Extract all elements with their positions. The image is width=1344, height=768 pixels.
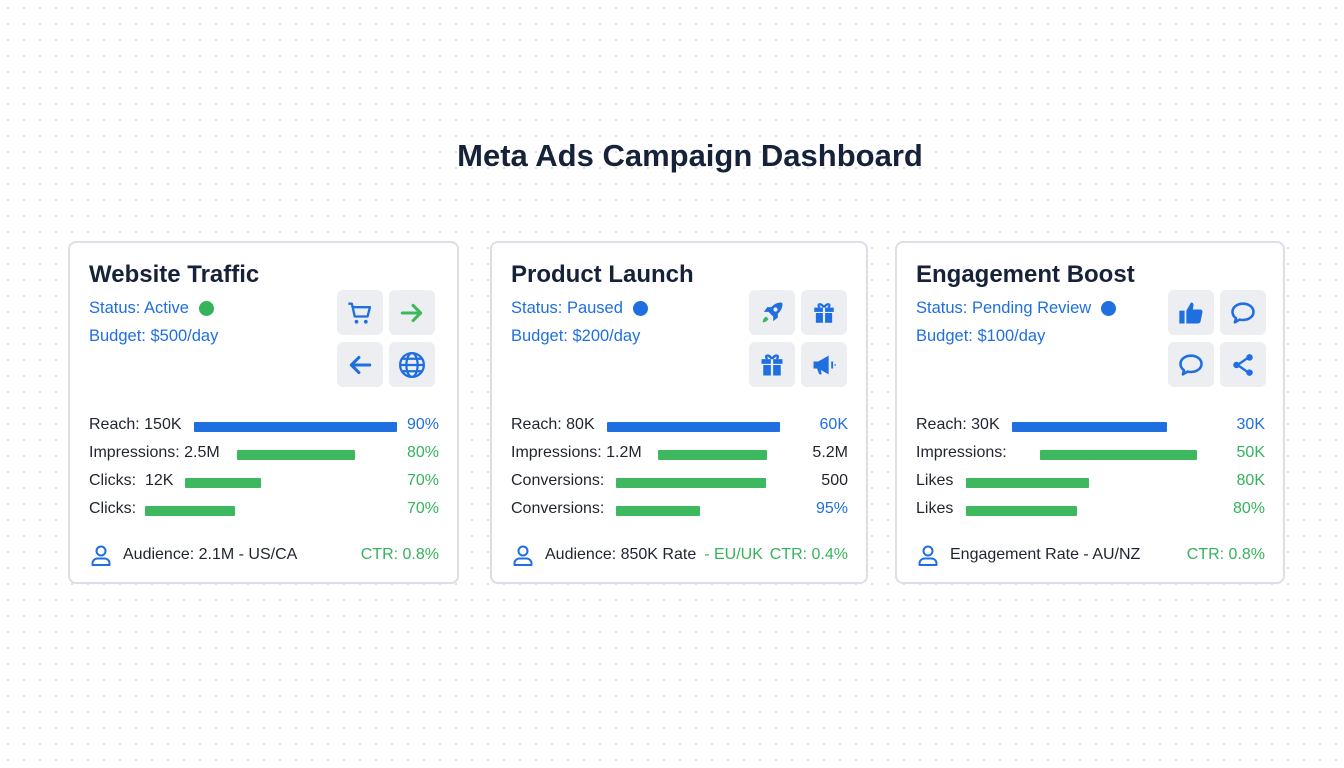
- metric-value: 80K: [1236, 472, 1265, 489]
- metric-value: 50K: [1236, 444, 1265, 461]
- card-footer: Audience: 850K Rate - EU/UK CTR: 0.4%: [511, 543, 848, 567]
- metric-row: Clicks: 12K 70%: [70, 472, 457, 494]
- status-text: Status: Paused: [511, 299, 623, 317]
- metric-bar: [145, 506, 235, 516]
- status-text: Status: Pending Review: [916, 299, 1092, 317]
- metric-value: 30K: [1236, 416, 1265, 433]
- metric-row: Clicks: 70%: [70, 500, 457, 522]
- ctr: CTR: 0.8%: [360, 546, 439, 563]
- shopping-cart-icon[interactable]: [337, 290, 383, 335]
- metric-value: 60K: [819, 416, 848, 433]
- card-title: Engagement Boost: [916, 261, 1135, 288]
- metric-row: Conversions: 95%: [492, 500, 866, 522]
- user-icon: [89, 543, 113, 567]
- share-icon[interactable]: [1220, 342, 1266, 387]
- metric-bar: [966, 506, 1077, 516]
- campaign-card-product-launch[interactable]: Product Launch Status: Paused Budget: $2…: [490, 241, 868, 584]
- metric-row: Reach: 150K 90%: [70, 416, 457, 438]
- arrow-left-icon[interactable]: [337, 342, 383, 387]
- audience: Audience: 2.1M - US/CA: [123, 546, 298, 563]
- comment-icon[interactable]: [1168, 342, 1214, 387]
- metric-label: Conversions:: [511, 500, 605, 517]
- budget: Budget: $200/day: [511, 327, 641, 345]
- status-dot: [198, 301, 214, 316]
- metric-bar: [966, 478, 1089, 488]
- status-text: Status: Active: [89, 299, 189, 317]
- rocket-icon[interactable]: [749, 290, 795, 335]
- gift-icon[interactable]: [801, 290, 847, 335]
- metric-label: Likes: [916, 472, 954, 489]
- metric-row: Reach: 30K 30K: [897, 416, 1283, 438]
- metric-value: 5.2M: [812, 444, 848, 461]
- metric-value: 90%: [406, 416, 439, 433]
- gift-icon[interactable]: [749, 342, 795, 387]
- status-dot: [1101, 301, 1117, 316]
- campaign-card-engagement-boost[interactable]: Engagement Boost Status: Pending Review …: [895, 241, 1285, 584]
- comment-icon[interactable]: [1220, 290, 1266, 335]
- page-title: Meta Ads Campaign Dashboard: [457, 138, 923, 173]
- card-title: Website Traffic: [89, 261, 260, 288]
- metric-value: 80%: [406, 444, 439, 461]
- ctr: CTR: 0.8%: [1186, 546, 1265, 563]
- status: Status: Paused: [511, 299, 648, 318]
- metric-label: Reach: 30K: [916, 416, 1000, 433]
- globe-icon[interactable]: [389, 342, 435, 387]
- metric-bar: [194, 422, 397, 432]
- budget: Budget: $500/day: [89, 327, 219, 345]
- metric-row: Reach: 80K 60K: [492, 416, 866, 438]
- metric-bar: [616, 478, 766, 488]
- card-footer: Audience: 2.1M - US/CA CTR: 0.8%: [89, 543, 439, 567]
- status-dot: [632, 301, 648, 316]
- metric-value: 70%: [406, 472, 439, 489]
- audience: Engagement Rate - AU/NZ: [950, 546, 1141, 563]
- metric-label: Reach: 80K: [511, 416, 595, 433]
- ctr: CTR: 0.4%: [769, 546, 848, 563]
- metric-value: 70%: [406, 500, 439, 517]
- metric-bar: [185, 478, 261, 488]
- metric-label: Likes: [916, 500, 954, 517]
- budget: Budget: $100/day: [916, 327, 1046, 345]
- metric-row: Impressions: 1.2M 5.2M: [492, 444, 866, 466]
- user-icon: [511, 543, 535, 567]
- metric-label: Clicks:: [89, 500, 137, 517]
- metric-label: Impressions: 1.2M: [511, 444, 642, 461]
- campaign-card-website-traffic[interactable]: Website Traffic Status: Active Budget: $…: [68, 241, 459, 584]
- metric-row: Likes 80%: [897, 500, 1283, 522]
- megaphone-icon[interactable]: [801, 342, 847, 387]
- metric-label: Impressions:: [916, 444, 1007, 461]
- metric-label: Reach: 150K: [89, 416, 182, 433]
- metric-bar: [237, 450, 355, 460]
- metric-value: 500: [821, 472, 848, 489]
- user-icon: [916, 543, 940, 567]
- metric-bar: [658, 450, 767, 460]
- metric-row: Impressions: 2.5M 80%: [70, 444, 457, 466]
- card-title: Product Launch: [511, 261, 694, 288]
- metric-bar: [616, 506, 700, 516]
- metric-label: Conversions:: [511, 472, 605, 489]
- audience: Audience: 850K Rate: [545, 546, 697, 563]
- thumbs-up-icon[interactable]: [1168, 290, 1214, 335]
- metric-row: Likes 80K: [897, 472, 1283, 494]
- metric-label: Impressions: 2.5M: [89, 444, 220, 461]
- metric-value: 80%: [1232, 500, 1265, 517]
- metric-value: 95%: [815, 500, 848, 517]
- metric-row: Impressions: 50K: [897, 444, 1283, 466]
- metric-bar: [1012, 422, 1167, 432]
- status: Status: Active: [89, 299, 214, 318]
- metric-label: Clicks: 12K: [89, 472, 174, 489]
- arrow-right-icon[interactable]: [389, 290, 435, 335]
- audience-region: - EU/UK: [704, 546, 763, 563]
- status: Status: Pending Review: [916, 299, 1117, 318]
- metric-row: Conversions: 500: [492, 472, 866, 494]
- metric-bar: [607, 422, 780, 432]
- metric-bar: [1040, 450, 1197, 460]
- card-footer: Engagement Rate - AU/NZ CTR: 0.8%: [916, 543, 1265, 567]
